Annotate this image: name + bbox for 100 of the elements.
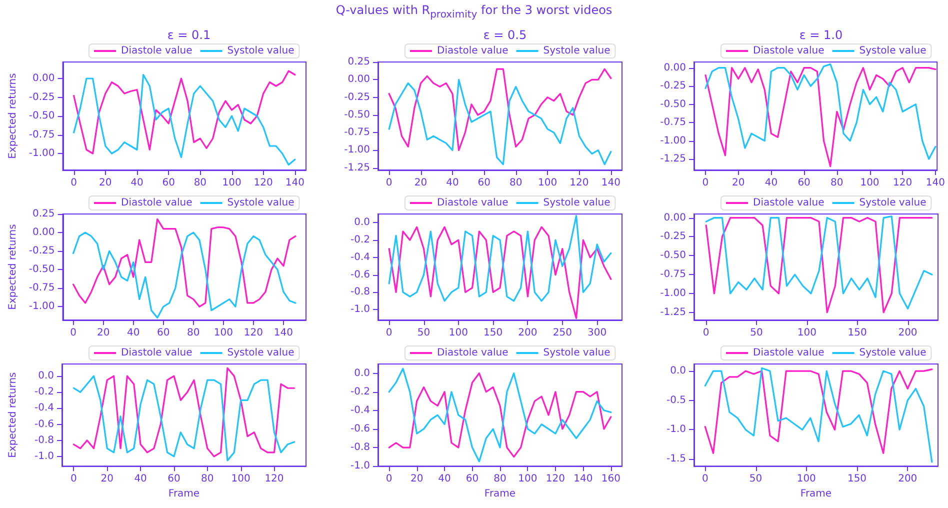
y-tick-label: -0.75 (28, 129, 55, 140)
y-axis-title: Expected returns (8, 224, 18, 310)
x-tick-label: 160 (601, 474, 620, 485)
x-tick-label: 120 (264, 474, 284, 485)
x-tick-label: 80 (494, 474, 506, 485)
y-tick-label: 0.0 (38, 370, 54, 382)
line-series (73, 70, 296, 154)
legend-label: Diastole value (753, 348, 824, 358)
x-tick-label: 100 (538, 178, 558, 188)
legend-label: Diastole value (753, 46, 824, 56)
x-tick-label: 60 (162, 178, 175, 188)
line-series (72, 232, 296, 319)
y-tick-label: -0.50 (28, 110, 55, 122)
x-tick-label: 80 (509, 178, 522, 188)
y-tick-label: 0.00 (32, 227, 55, 238)
y-tick-label: -0.50 (660, 98, 686, 110)
x-tick-label: 0 (702, 328, 710, 338)
y-tick-label: 0.00 (348, 74, 370, 86)
x-tick-label: 120 (570, 178, 589, 188)
x-axis-title: Frame (484, 488, 516, 500)
y-tick-label: -0.25 (28, 246, 55, 257)
y-tick-label: -1.00 (28, 301, 55, 312)
x-tick-label: 0 (70, 178, 78, 188)
x-tick-label: 120 (546, 474, 565, 485)
y-axis-title: Expected returns (8, 73, 18, 159)
y-tick-label: -0.50 (28, 264, 55, 276)
y-tick-label: -0.2 (34, 386, 54, 398)
y-tick-label: 0.0 (354, 217, 370, 228)
x-tick-label: 140 (574, 474, 593, 485)
x-tick-label: 20 (100, 474, 114, 485)
y-tick-label: -0.2 (350, 386, 370, 398)
legend-label: Systole value (543, 198, 610, 208)
y-tick-label: -0.25 (28, 92, 55, 103)
x-tick-label: 150 (847, 474, 867, 485)
chart-title: ε = 1.0 (799, 28, 843, 42)
legend-label: Systole value (543, 348, 610, 358)
x-tick-label: 200 (898, 328, 918, 338)
x-tick-label: 50 (417, 328, 430, 338)
x-tick-label: 140 (285, 178, 304, 188)
x-tick-label: 0 (386, 328, 392, 338)
x-tick-label: 20 (99, 178, 112, 188)
y-tick-label: -1.0 (34, 450, 54, 462)
y-tick-label: 0.25 (348, 56, 370, 68)
legend-label: Diastole value (753, 198, 824, 208)
legend-label: Diastole value (437, 348, 508, 358)
x-tick-label: 0 (70, 328, 76, 338)
x-tick-label: 100 (448, 328, 468, 338)
y-tick-label: -1.5 (666, 454, 686, 465)
legend-label: Diastole value (437, 46, 508, 56)
x-tick-label: 120 (244, 328, 263, 338)
y-axis-title: Expected returns (8, 372, 18, 458)
x-tick-label: 250 (552, 328, 572, 338)
y-tick-label: -0.8 (350, 442, 370, 454)
x-tick-label: 40 (126, 328, 140, 338)
y-tick-label: -0.75 (660, 269, 686, 280)
y-tick-label: -0.25 (660, 80, 686, 92)
y-tick-label: 0.0 (670, 366, 686, 377)
line-series (73, 74, 296, 166)
y-tick-label: -1.00 (28, 148, 55, 159)
x-tick-label: 100 (518, 474, 538, 485)
y-tick-label: -1.0 (666, 424, 686, 436)
x-tick-label: 50 (749, 474, 762, 485)
x-tick-label: 0 (386, 178, 392, 188)
y-tick-label: -1.0 (350, 460, 370, 472)
x-tick-label: 140 (601, 178, 620, 188)
y-tick-label: -0.6 (350, 269, 370, 280)
x-tick-label: 40 (134, 474, 147, 485)
x-tick-label: 80 (194, 178, 207, 188)
x-tick-label: 100 (231, 474, 250, 485)
x-tick-label: 60 (478, 178, 491, 188)
legend-label: Diastole value (121, 198, 192, 208)
y-tick-label: 0.25 (32, 208, 55, 220)
x-tick-label: 80 (830, 178, 844, 188)
y-tick-label: -0.50 (344, 109, 370, 120)
x-tick-label: 140 (274, 328, 294, 338)
y-tick-label: -1.00 (660, 135, 686, 146)
y-tick-label: -1.25 (660, 154, 686, 165)
legend-label: Diastole value (121, 46, 192, 56)
x-tick-label: 20 (414, 178, 428, 188)
y-tick-label: -0.75 (660, 117, 686, 128)
y-tick-label: -0.75 (344, 127, 370, 138)
x-tick-label: 100 (222, 178, 242, 188)
x-axis-title: Frame (800, 488, 832, 500)
x-tick-label: 140 (926, 178, 946, 188)
chart-title: ε = 0.1 (167, 28, 211, 42)
y-tick-label: -0.75 (28, 282, 55, 294)
legend-label: Diastole value (121, 348, 192, 358)
x-tick-label: 300 (588, 328, 607, 338)
y-tick-label: -0.8 (34, 434, 54, 446)
x-tick-label: 20 (410, 474, 424, 485)
y-tick-label: 0.0 (354, 368, 370, 379)
x-tick-label: 0 (70, 474, 77, 485)
x-tick-label: 100 (860, 178, 880, 188)
line-series (72, 218, 296, 308)
x-tick-label: 20 (96, 328, 110, 338)
y-tick-label: -0.6 (34, 418, 54, 430)
x-tick-label: 20 (732, 178, 745, 188)
legend-label: Systole value (543, 46, 610, 56)
line-series (388, 214, 612, 302)
chart-title: ε = 0.5 (483, 28, 527, 42)
